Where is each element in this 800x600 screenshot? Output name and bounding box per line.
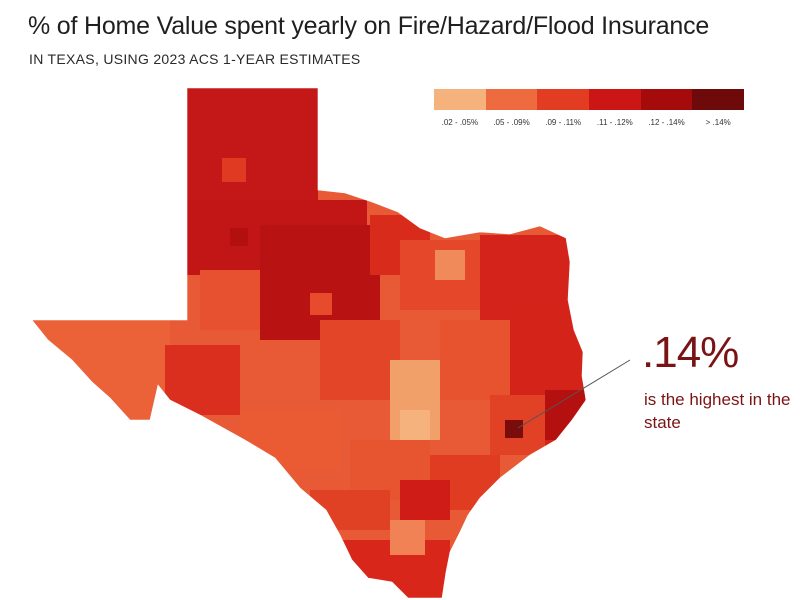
region-corpus-christi <box>400 480 450 520</box>
legend-swatch-5 <box>640 89 693 110</box>
map-title: % of Home Value spent yearly on Fire/Haz… <box>28 12 710 40</box>
legend-bar <box>434 89 745 110</box>
legend-label-5: .12 - .14% <box>648 118 685 127</box>
region-brazos <box>440 320 510 400</box>
region-laredo <box>310 490 390 530</box>
region-dallas-core <box>435 250 465 280</box>
region-beaumont <box>545 390 585 440</box>
region-midland <box>200 270 260 330</box>
legend-swatch-4 <box>589 89 641 110</box>
callout-value: .14% <box>642 328 739 377</box>
region-central-west <box>320 320 400 400</box>
region-permian <box>165 345 240 415</box>
region-galveston-highest <box>505 420 523 438</box>
legend-swatch-3 <box>537 89 590 110</box>
legend-label-3: .09 - .11% <box>545 118 582 127</box>
region-amarillo <box>222 158 246 182</box>
callout-leader-line <box>517 359 631 429</box>
texas-outline <box>31 87 587 599</box>
region-kingsville <box>390 520 425 555</box>
legend-label-1: .02 - .05% <box>441 118 479 127</box>
region-far-west <box>32 318 170 428</box>
legend: .02 - .05% .05 - .09% .09 - .11% .11 - .… <box>434 89 745 127</box>
legend-label-2: .05 - .09% <box>493 118 530 127</box>
legend-label-4: .11 - .12% <box>596 118 633 127</box>
callout-text: is the highest in the state <box>644 390 791 432</box>
legend-labels: .02 - .05% .05 - .09% .09 - .11% .11 - .… <box>434 118 744 127</box>
legend-swatch-2 <box>485 89 538 110</box>
map-subtitle: IN TEXAS, USING 2023 ACS 1-YEAR ESTIMATE… <box>29 51 361 67</box>
region-abilene <box>310 293 332 315</box>
legend-swatch-6 <box>692 89 745 110</box>
legend-swatch-1 <box>434 89 486 110</box>
region-lubbock <box>230 228 248 246</box>
region-san-marcos <box>400 410 430 440</box>
region-panhandle-north <box>187 88 318 203</box>
legend-label-6: > .14% <box>705 118 731 127</box>
region-south-west <box>240 410 340 470</box>
